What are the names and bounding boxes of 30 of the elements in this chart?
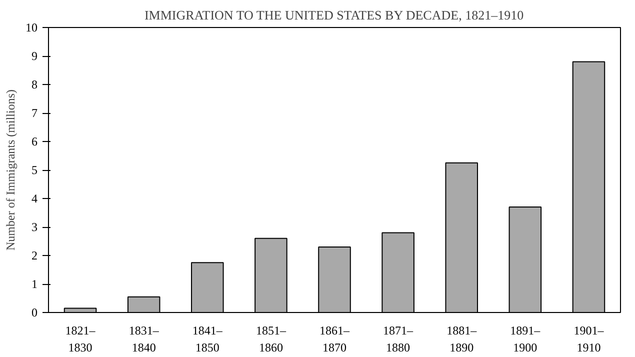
x-tick-label: 1821– 1830 [65,324,96,354]
bar [127,296,160,312]
bar [445,162,478,312]
y-tick-label: 4 [32,192,38,206]
y-tick-label: 10 [26,20,38,34]
y-tick-label: 2 [32,248,38,262]
x-tick-label: 1871– 1880 [383,324,414,354]
bar [508,206,542,312]
y-tick-label: 7 [32,106,38,120]
y-axis-title: Number of Immigrants (millions) [4,90,18,250]
chart-title: IMMIGRATION TO THE UNITED STATES BY DECADE, 1821–1910 [144,8,524,22]
y-tick-label: 9 [32,49,38,63]
y-tick-label: 1 [32,277,38,291]
x-tick-label: 1881– 1890 [446,324,478,354]
bar [318,246,351,312]
y-tick-label: 6 [32,134,38,148]
y-tick-label: 8 [32,78,38,92]
x-tick-label: 1861– 1870 [320,324,350,354]
x-tick-label: 1891– 1900 [510,324,542,354]
bar [572,61,606,312]
bar [254,238,288,312]
bar [382,232,414,312]
x-tick-label: 1901– 1910 [574,324,605,354]
y-tick-label: 3 [32,220,38,234]
bar [191,262,224,312]
y-tick-label: 0 [32,306,38,320]
x-tick-label: 1851– 1860 [256,324,287,354]
y-tick-label: 5 [32,163,38,177]
x-tick-label: 1841– 1850 [192,324,224,354]
x-tick-label: 1831– 1840 [128,324,160,354]
